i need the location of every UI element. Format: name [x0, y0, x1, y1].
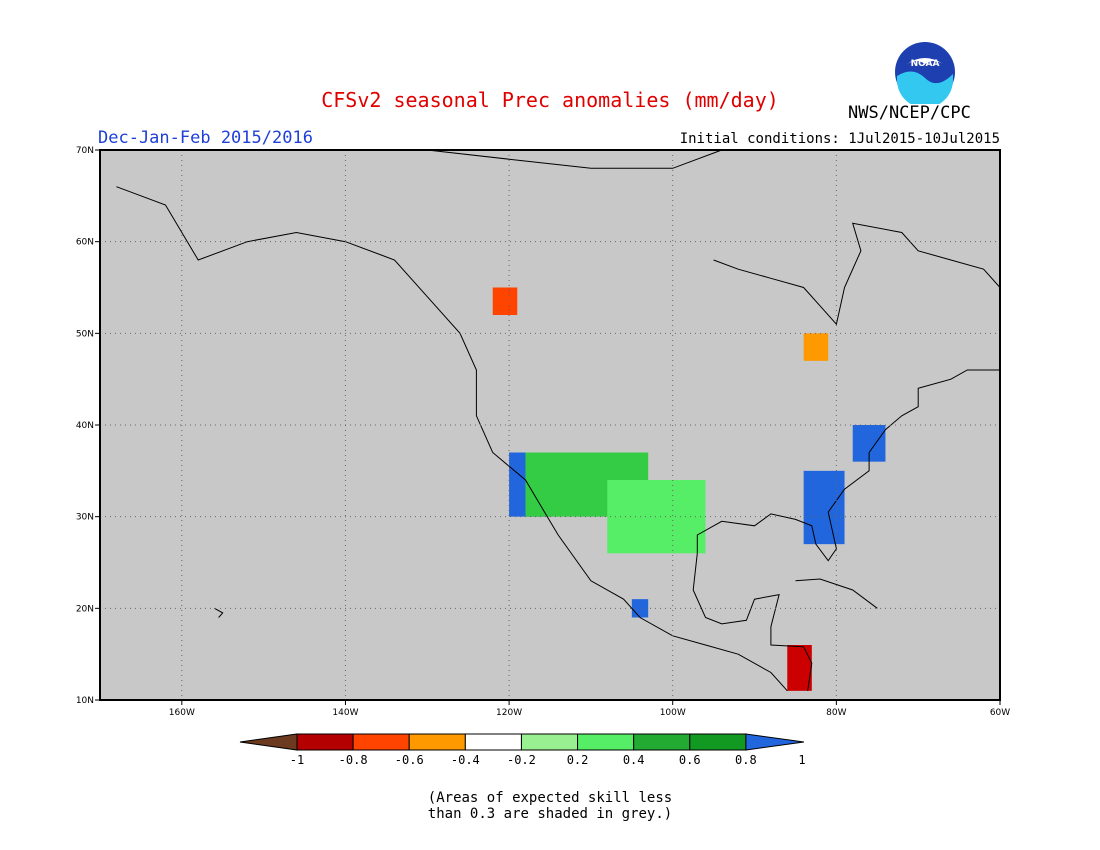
colorbar-label-0: -1	[290, 753, 304, 767]
lon-tick-label-0: 160W	[169, 708, 195, 718]
lon-tick-label-3: 100W	[660, 708, 686, 718]
anomaly-region-3	[803, 470, 845, 545]
map-title: CFSv2 seasonal Prec anomalies (mm/day)	[321, 88, 779, 112]
lat-tick-label-0: 10N	[76, 696, 94, 706]
colorbar-box-1	[296, 733, 354, 751]
anomaly-region-6	[492, 287, 518, 315]
colorbar-box-7	[633, 733, 691, 751]
svg-text:NOAA: NOAA	[911, 59, 940, 69]
lon-tick-label-4: 80W	[826, 708, 846, 718]
coastline-3	[713, 222, 1001, 326]
skill-note-line1: (Areas of expected skill less	[427, 790, 673, 806]
colorbar-box-3	[408, 733, 466, 751]
coastline-0	[116, 186, 788, 692]
agency-label: NWS/NCEP/CPC	[848, 103, 971, 123]
colorbar-label-5: 0.2	[567, 753, 589, 767]
colorbar-label-7: 0.6	[679, 753, 701, 767]
lat-tick-label-1: 20N	[76, 604, 94, 614]
colorbar-label-6: 0.4	[623, 753, 645, 767]
colorbar-label-1: -0.8	[339, 753, 368, 767]
skill-note: (Areas of expected skill less than 0.3 a…	[0, 790, 1100, 822]
colorbar-box-6	[577, 733, 635, 751]
lon-tick-label-2: 120W	[496, 708, 522, 718]
lat-tick-label-2: 30N	[76, 513, 94, 523]
colorbar-arrow-left	[239, 733, 298, 751]
forecast-period: Dec-Jan-Feb 2015/2016	[98, 128, 313, 148]
colorbar-label-8: 0.8	[735, 753, 757, 767]
colorbar-label-4: -0.2	[507, 753, 536, 767]
colorbar-box-2	[352, 733, 410, 751]
colorbar-box-8	[689, 733, 747, 751]
coastline-2	[692, 553, 813, 691]
anomaly-region-8	[787, 645, 812, 691]
initial-conditions: Initial conditions: 1Jul2015-10Jul2015	[679, 131, 1000, 147]
coastline-5	[795, 578, 878, 609]
colorbar-arrow-right	[745, 733, 804, 751]
noaa-logo: NOAA	[893, 40, 957, 108]
anomaly-region-2	[607, 480, 706, 554]
lon-tick-label-1: 140W	[332, 708, 358, 718]
lat-tick-label-6: 70N	[76, 146, 94, 156]
lat-tick-label-4: 50N	[76, 329, 94, 339]
coastline-4	[427, 149, 722, 169]
colorbar-label-3: -0.4	[451, 753, 480, 767]
colorbar-box-4	[464, 733, 522, 751]
coastline-1	[696, 369, 1000, 562]
coastline-6	[214, 607, 224, 618]
lat-tick-label-3: 40N	[76, 421, 94, 431]
lon-tick-label-5: 60W	[990, 708, 1010, 718]
lat-tick-label-5: 60N	[76, 238, 94, 248]
colorbar-label-2: -0.6	[395, 753, 424, 767]
anomaly-region-7	[803, 333, 829, 361]
colorbar-label-9: 1	[798, 753, 805, 767]
colorbar-box-5	[520, 733, 579, 751]
skill-note-line2: than 0.3 are shaded in grey.)	[427, 806, 673, 822]
